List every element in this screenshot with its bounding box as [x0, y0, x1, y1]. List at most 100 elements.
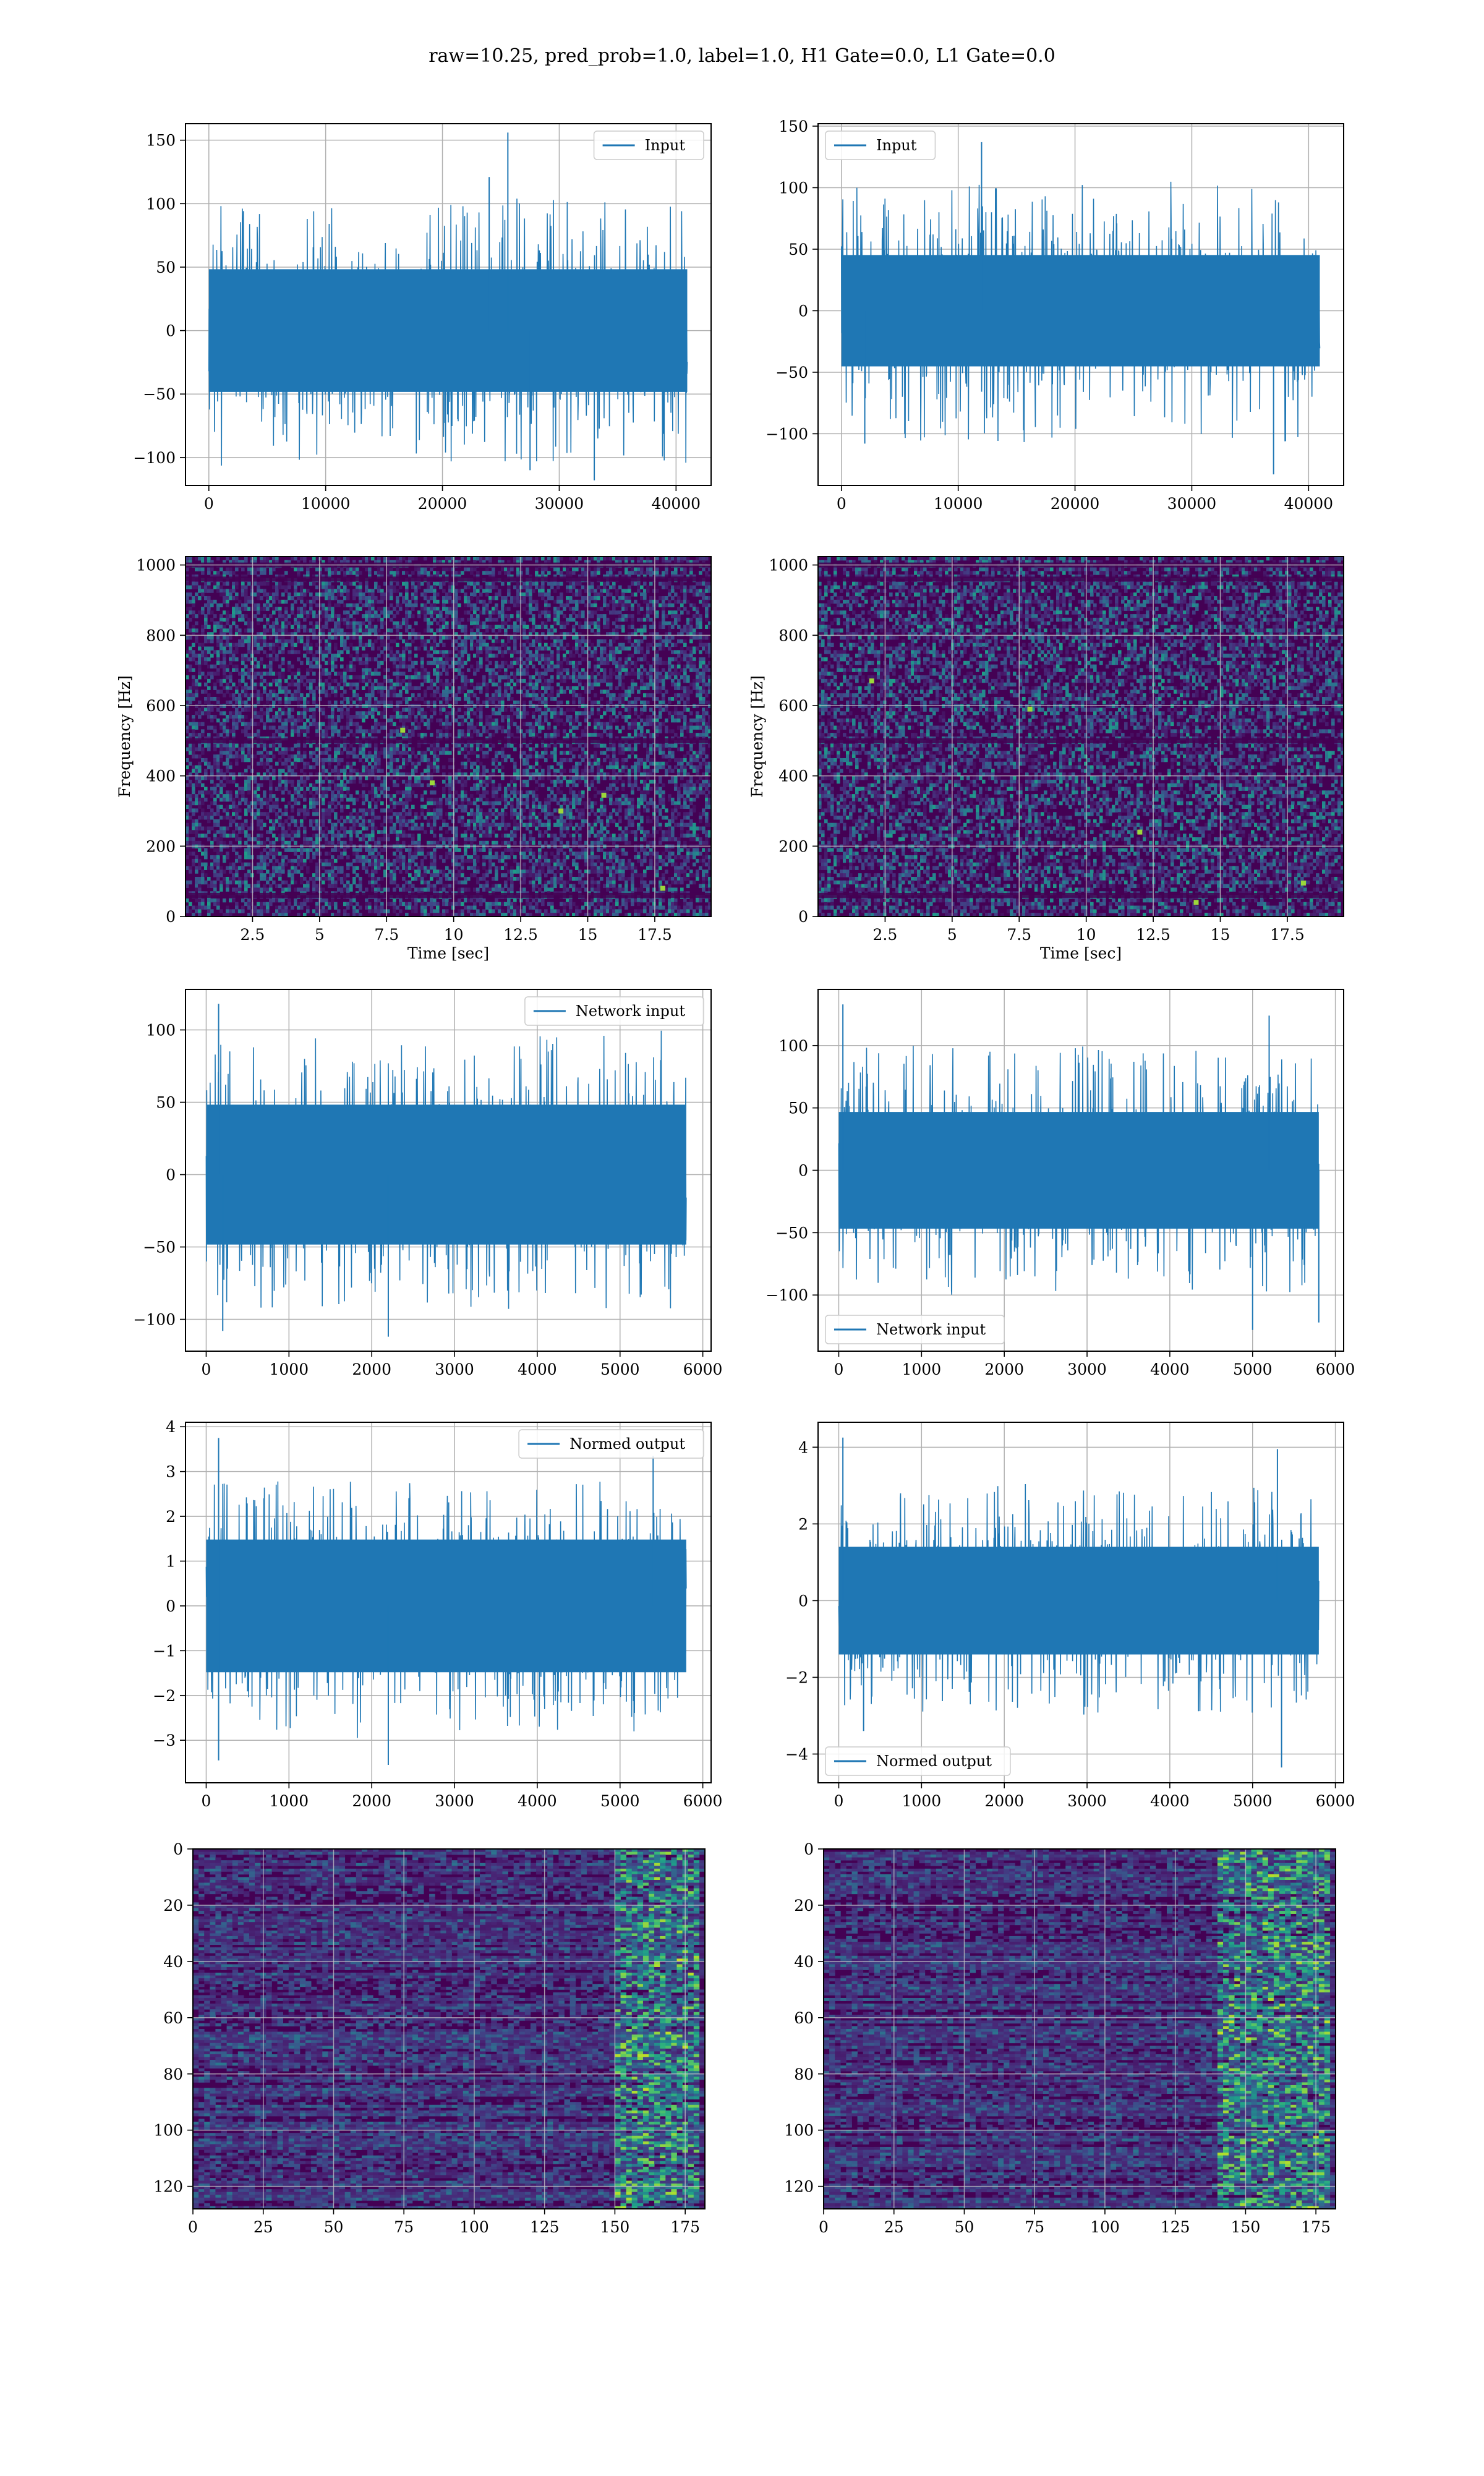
- spectrogram-cell: [244, 707, 248, 711]
- spectrogram-cell: [189, 794, 192, 798]
- spectrogram-cell: [408, 787, 412, 790]
- spectrogram-cell: [420, 906, 424, 910]
- spectrogram-cell: [408, 863, 412, 866]
- spectrogram-cell: [210, 808, 214, 812]
- spectrogram-cell: [291, 729, 294, 733]
- spectrogram-cell: [195, 614, 198, 618]
- spectrogram-cell: [204, 812, 208, 816]
- spectrogram-cell: [331, 657, 335, 661]
- spectrogram-cell: [241, 686, 245, 690]
- spectrogram-cell: [189, 665, 192, 668]
- spectrogram-cell: [334, 906, 338, 910]
- spectrogram-cell: [352, 830, 356, 834]
- spectrogram-cell: [454, 639, 458, 643]
- spectrogram-cell: [420, 661, 424, 665]
- spectrogram-cell: [272, 827, 276, 830]
- spectrogram-cell: [257, 783, 260, 787]
- spectrogram-cell: [220, 567, 223, 571]
- spectrogram-cell: [430, 873, 433, 877]
- spectrogram-cell: [377, 787, 381, 790]
- figure-suptitle: raw=10.25, pred_prob=1.0, label=1.0, H1 …: [429, 45, 1055, 67]
- spectrogram-cell: [380, 808, 384, 812]
- spectrogram-cell: [241, 567, 245, 571]
- spectrogram-cell: [204, 906, 208, 910]
- spectrogram-cell: [414, 877, 418, 881]
- spectrogram-cell: [241, 787, 245, 790]
- spectrogram-cell: [281, 600, 285, 604]
- spectrogram-cell: [436, 679, 440, 683]
- spectrogram-cell: [405, 592, 409, 596]
- spectrogram-cell: [393, 887, 396, 891]
- spectrogram-cell: [272, 873, 276, 877]
- spectrogram-cell: [278, 780, 282, 783]
- spectrogram-cell: [448, 636, 452, 639]
- spectrogram-cell: [417, 707, 421, 711]
- spectrogram-cell: [226, 668, 229, 672]
- spectrogram-cell: [244, 689, 248, 693]
- spectrogram-cell: [451, 586, 455, 589]
- spectrogram-cell: [445, 909, 449, 913]
- spectrogram-cell: [232, 654, 236, 657]
- spectrogram-cell: [266, 592, 270, 596]
- spectrogram-cell: [294, 586, 297, 589]
- spectrogram-cell: [340, 787, 344, 790]
- spectrogram-cell: [331, 798, 335, 801]
- spectrogram-cell: [260, 798, 263, 801]
- spectrogram-cell: [198, 654, 202, 657]
- spectrogram-cell: [393, 783, 396, 787]
- spectrogram-cell: [238, 790, 242, 794]
- spectrogram-cell: [377, 837, 381, 841]
- spectrogram-cell: [207, 902, 211, 906]
- spectrogram-cell: [343, 726, 347, 730]
- spectrogram-cell: [349, 604, 353, 607]
- spectrogram-cell: [266, 816, 270, 819]
- spectrogram-cell: [405, 683, 409, 686]
- spectrogram-cell: [414, 873, 418, 877]
- spectrogram-cell: [399, 816, 403, 819]
- spectrogram-cell: [399, 621, 403, 625]
- spectrogram-cell: [337, 758, 341, 762]
- spectrogram-cell: [278, 834, 282, 837]
- spectrogram-cell: [414, 586, 418, 589]
- spectrogram-cell: [346, 571, 350, 574]
- spectrogram-cell: [424, 604, 427, 607]
- spectrogram-cell: [377, 887, 381, 891]
- spectrogram-cell: [257, 639, 260, 643]
- spectrogram-cell: [306, 866, 310, 870]
- spectrogram-cell: [356, 610, 359, 614]
- spectrogram-cell: [263, 711, 267, 715]
- spectrogram-cell: [346, 604, 350, 607]
- spectrogram-cell: [424, 639, 427, 643]
- spectrogram-cell: [359, 675, 362, 679]
- spectrogram-cell: [337, 909, 341, 913]
- spectrogram-cell: [303, 766, 307, 769]
- spectrogram-cell: [306, 661, 310, 665]
- spectrogram-cell: [275, 909, 279, 913]
- spectrogram-cell: [226, 744, 229, 748]
- spectrogram-cell: [312, 711, 316, 715]
- spectrogram-cell: [263, 812, 267, 816]
- spectrogram-cell: [377, 586, 381, 589]
- spectrogram-cell: [247, 744, 251, 748]
- spectrogram-cell: [334, 722, 338, 726]
- spectrogram-cell: [291, 636, 294, 639]
- spectrogram-cell: [448, 711, 452, 715]
- spectrogram-cell: [420, 863, 424, 866]
- spectrogram-cell: [405, 733, 409, 736]
- spectrogram-cell: [272, 881, 276, 884]
- spectrogram-cell: [405, 625, 409, 629]
- spectrogram-cell: [294, 798, 297, 801]
- spectrogram-cell: [337, 586, 341, 589]
- spectrogram-cell: [192, 863, 195, 866]
- spectrogram-cell: [359, 751, 362, 754]
- spectrogram-cell: [291, 881, 294, 884]
- spectrogram-cell: [213, 650, 217, 654]
- spectrogram-cell: [260, 863, 263, 866]
- spectrogram-cell: [328, 582, 331, 586]
- spectrogram-cell: [396, 628, 399, 632]
- spectrogram-cell: [247, 596, 251, 600]
- spectrogram-cell: [201, 794, 205, 798]
- spectrogram-cell: [328, 586, 331, 589]
- spectrogram-cell: [226, 855, 229, 859]
- spectrogram-cell: [436, 729, 440, 733]
